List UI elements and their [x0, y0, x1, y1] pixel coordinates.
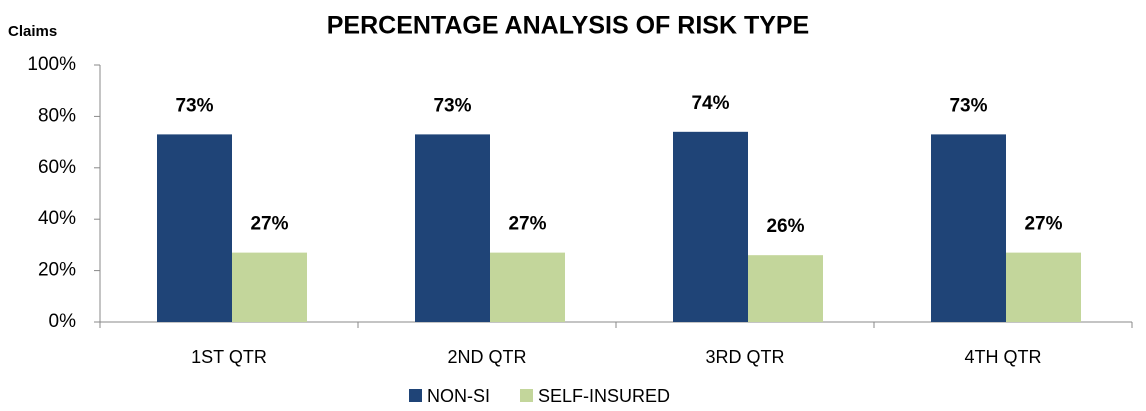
legend-label: NON-SI	[427, 386, 490, 406]
bar	[232, 252, 307, 322]
y-tick-label: 40%	[38, 208, 76, 229]
bar	[490, 252, 565, 322]
bar	[931, 134, 1006, 322]
value-label: 74%	[691, 93, 729, 114]
bar	[1006, 252, 1081, 322]
bar	[157, 134, 232, 322]
y-tick-label: 0%	[49, 311, 77, 332]
y-tick-label: 80%	[38, 105, 76, 126]
legend-label: SELF-INSURED	[538, 386, 670, 406]
bar	[673, 131, 748, 322]
bar	[415, 134, 490, 322]
value-label: 27%	[1024, 214, 1062, 235]
chart-title: PERCENTAGE ANALYSIS OF RISK TYPE	[327, 12, 809, 40]
y-tick-label: 20%	[38, 260, 76, 281]
x-tick-label: 2ND QTR	[447, 347, 526, 367]
x-tick-label: 3RD QTR	[705, 347, 784, 367]
bar	[748, 255, 823, 322]
value-label: 26%	[766, 216, 804, 237]
value-label: 27%	[508, 214, 546, 235]
value-label: 27%	[250, 214, 288, 235]
value-label: 73%	[433, 95, 471, 116]
legend-swatch	[520, 389, 533, 402]
y-axis-label: Claims	[8, 23, 57, 40]
value-label: 73%	[175, 95, 213, 116]
x-tick-label: 1ST QTR	[191, 347, 267, 367]
y-tick-label: 100%	[27, 54, 76, 75]
y-tick-label: 60%	[38, 157, 76, 178]
value-label: 73%	[949, 95, 987, 116]
x-tick-label: 4TH QTR	[964, 347, 1041, 367]
legend-swatch	[409, 389, 422, 402]
